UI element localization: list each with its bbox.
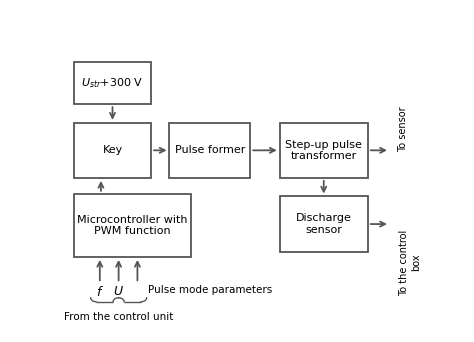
- Text: To sensor: To sensor: [398, 106, 408, 152]
- Bar: [280, 123, 368, 178]
- Text: From the control unit: From the control unit: [64, 312, 173, 322]
- Text: To the control
box: To the control box: [399, 229, 421, 295]
- Text: Key: Key: [102, 145, 123, 155]
- Text: $f$: $f$: [96, 285, 104, 299]
- Bar: [74, 194, 191, 257]
- Bar: [169, 123, 250, 178]
- Text: Discharge
sensor: Discharge sensor: [296, 213, 352, 235]
- Text: $U_{str}$+300 V: $U_{str}$+300 V: [82, 76, 144, 90]
- Text: Pulse mode parameters: Pulse mode parameters: [148, 285, 273, 294]
- Text: Pulse former: Pulse former: [175, 145, 245, 155]
- Text: $U$: $U$: [113, 285, 124, 298]
- Text: Microcontroller with
PWM function: Microcontroller with PWM function: [77, 214, 188, 236]
- Bar: [74, 62, 151, 104]
- Bar: [74, 123, 151, 178]
- Bar: [280, 196, 368, 252]
- Text: Step-up pulse
transformer: Step-up pulse transformer: [285, 140, 362, 161]
